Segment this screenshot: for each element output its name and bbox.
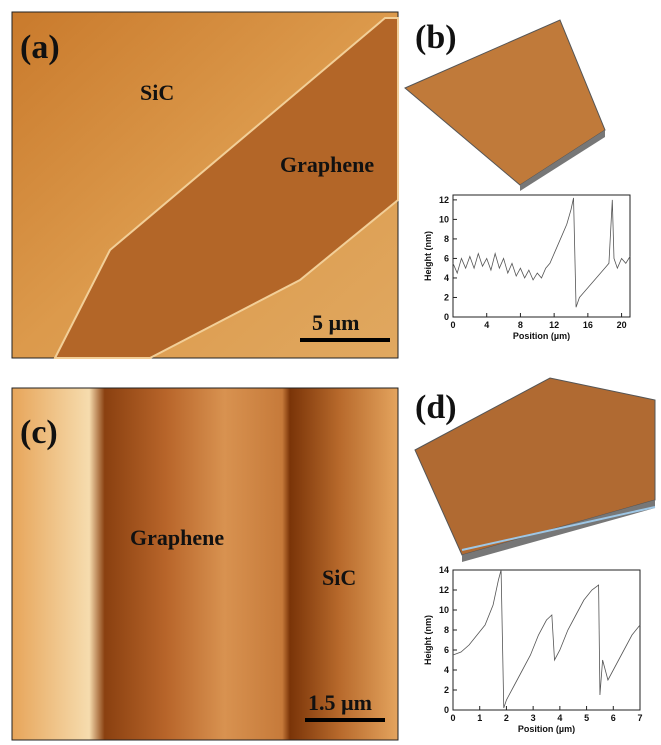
plot-frame — [453, 195, 630, 317]
x-tick-label: 8 — [518, 320, 523, 330]
afm-image — [12, 388, 398, 740]
region-label: Graphene — [280, 152, 374, 177]
x-tick-label: 4 — [557, 713, 562, 723]
x-axis-label: Position (µm) — [513, 331, 570, 341]
x-tick-label: 12 — [549, 320, 559, 330]
y-tick-label: 6 — [444, 645, 449, 655]
x-tick-label: 5 — [584, 713, 589, 723]
panel-label: (c) — [20, 414, 58, 451]
x-tick-label: 16 — [583, 320, 593, 330]
y-tick-label: 12 — [439, 585, 449, 595]
figure: (a) SiC Graphene 5 µm (b) (c) Graphene S… — [0, 0, 661, 745]
panel-label: (d) — [415, 389, 457, 426]
plot-frame — [453, 570, 640, 710]
x-tick-label: 0 — [450, 713, 455, 723]
region-label: SiC — [322, 565, 356, 590]
y-tick-label: 10 — [439, 605, 449, 615]
y-tick-label: 8 — [444, 234, 449, 244]
x-tick-label: 0 — [450, 320, 455, 330]
y-tick-label: 10 — [439, 214, 449, 224]
y-tick-label: 2 — [444, 292, 449, 302]
x-tick-label: 1 — [477, 713, 482, 723]
data-line — [453, 198, 630, 307]
y-tick-label: 4 — [444, 273, 449, 283]
x-tick-label: 7 — [637, 713, 642, 723]
data-line — [453, 570, 640, 708]
x-tick-label: 3 — [531, 713, 536, 723]
scale-label: 5 µm — [312, 310, 360, 335]
y-tick-label: 14 — [439, 565, 449, 575]
x-tick-label: 20 — [617, 320, 627, 330]
page: (a) SiC Graphene 5 µm (b) (c) Graphene S… — [0, 0, 661, 745]
scale-label: 1.5 µm — [308, 690, 372, 715]
panel-label: (a) — [20, 29, 60, 66]
region-label: Graphene — [130, 525, 224, 550]
y-tick-label: 12 — [439, 195, 449, 205]
x-tick-label: 6 — [611, 713, 616, 723]
y-tick-label: 0 — [444, 312, 449, 322]
y-axis-label: Height (nm) — [423, 615, 433, 665]
x-tick-label: 4 — [484, 320, 489, 330]
panel-label: (b) — [415, 19, 457, 56]
y-tick-label: 8 — [444, 625, 449, 635]
y-tick-label: 0 — [444, 705, 449, 715]
x-tick-label: 2 — [504, 713, 509, 723]
y-tick-label: 6 — [444, 253, 449, 263]
region-label: SiC — [140, 80, 174, 105]
y-tick-label: 4 — [444, 665, 449, 675]
x-axis-label: Position (µm) — [518, 724, 575, 734]
y-axis-label: Height (nm) — [423, 231, 433, 281]
y-tick-label: 2 — [444, 685, 449, 695]
